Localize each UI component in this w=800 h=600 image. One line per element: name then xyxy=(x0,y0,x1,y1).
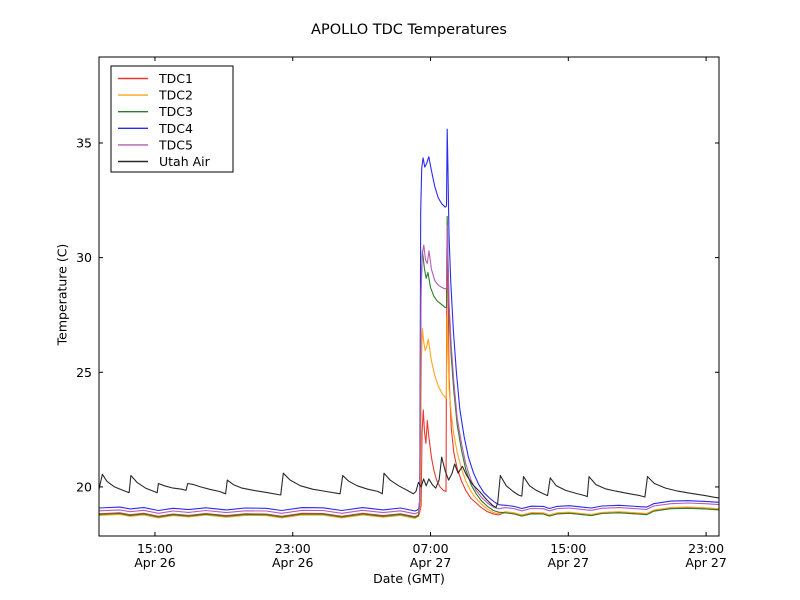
chart-title: APOLLO TDC Temperatures xyxy=(311,22,507,38)
axes-frame xyxy=(98,56,720,537)
x-axis-label: Date (GMT) xyxy=(373,571,445,586)
x-tick-date-1: Apr 26 xyxy=(272,555,314,570)
series-group xyxy=(99,128,719,519)
series-line-tdc1 xyxy=(99,234,719,518)
series-line-utah-air xyxy=(99,456,719,509)
x-tick-date-2: Apr 27 xyxy=(410,555,452,570)
y-axis-label: Temperature (C) xyxy=(54,243,70,346)
legend-label-tdc4: TDC4 xyxy=(158,121,193,136)
y-tick-label-2: 30 xyxy=(76,250,92,265)
y-tick-label-3: 35 xyxy=(76,135,92,150)
x-tick-time-4: 23:00 xyxy=(688,541,724,556)
series-line-tdc4 xyxy=(99,128,719,512)
x-tick-time-2: 07:00 xyxy=(413,541,449,556)
x-tick-time-1: 23:00 xyxy=(275,541,311,556)
series-line-tdc3 xyxy=(99,215,719,518)
legend-label-tdc5: TDC5 xyxy=(158,137,193,152)
series-line-tdc5 xyxy=(99,224,719,515)
legend-label-utah-air: Utah Air xyxy=(159,154,211,169)
y-tick-label-0: 20 xyxy=(76,479,92,494)
legend-box xyxy=(110,65,234,173)
x-tick-date-0: Apr 26 xyxy=(134,555,176,570)
legend-label-tdc2: TDC2 xyxy=(158,88,193,103)
y-tick-label-1: 25 xyxy=(76,365,92,380)
x-tick-date-4: Apr 27 xyxy=(685,555,727,570)
legend-label-tdc3: TDC3 xyxy=(158,104,193,119)
x-tick-time-3: 15:00 xyxy=(550,541,586,556)
x-tick-time-0: 15:00 xyxy=(137,541,173,556)
legend-label-tdc1: TDC1 xyxy=(158,71,193,86)
series-line-tdc2 xyxy=(99,314,719,519)
x-tick-date-3: Apr 27 xyxy=(548,555,590,570)
